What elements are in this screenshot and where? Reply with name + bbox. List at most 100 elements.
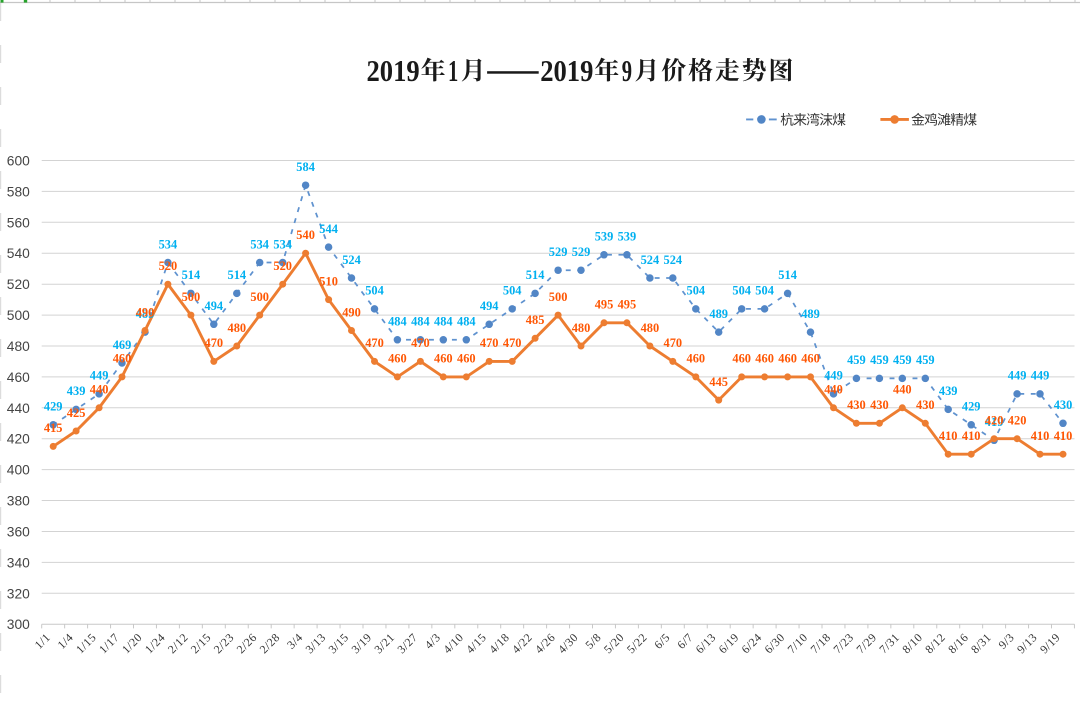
svg-text:460: 460: [778, 352, 797, 366]
svg-text:600: 600: [7, 154, 30, 169]
svg-text:410: 410: [1054, 429, 1073, 443]
svg-text:439: 439: [939, 384, 958, 398]
svg-text:470: 470: [205, 336, 224, 350]
svg-text:459: 459: [870, 353, 889, 367]
svg-text:419: 419: [985, 415, 1004, 429]
svg-text:360: 360: [7, 525, 30, 540]
svg-text:484: 484: [434, 315, 453, 329]
svg-text:484: 484: [457, 315, 476, 329]
svg-text:300: 300: [7, 617, 30, 632]
svg-text:2019: 2019: [367, 54, 420, 88]
svg-text:460: 460: [7, 370, 30, 385]
svg-text:460: 460: [801, 352, 820, 366]
svg-text:494: 494: [205, 299, 224, 313]
svg-text:494: 494: [480, 299, 499, 313]
svg-text:520: 520: [159, 259, 178, 273]
svg-text:410: 410: [962, 429, 981, 443]
svg-text:500: 500: [549, 290, 568, 304]
svg-text:460: 460: [113, 352, 132, 366]
svg-text:430: 430: [916, 398, 935, 412]
svg-text:460: 460: [457, 352, 476, 366]
svg-text:480: 480: [572, 321, 591, 335]
svg-text:489: 489: [801, 307, 820, 321]
svg-text:514: 514: [228, 268, 247, 282]
svg-text:529: 529: [572, 245, 591, 259]
svg-text:495: 495: [618, 298, 637, 312]
svg-text:544: 544: [319, 222, 338, 236]
svg-text:460: 460: [732, 352, 751, 366]
svg-text:514: 514: [526, 268, 545, 282]
svg-text:460: 460: [434, 352, 453, 366]
svg-text:560: 560: [7, 215, 30, 230]
svg-text:440: 440: [893, 383, 912, 397]
svg-text:500: 500: [182, 290, 201, 304]
svg-text:430: 430: [847, 398, 866, 412]
svg-text:540: 540: [7, 246, 30, 261]
svg-text:489: 489: [709, 307, 728, 321]
svg-text:485: 485: [526, 313, 545, 327]
svg-text:439: 439: [67, 384, 86, 398]
svg-text:534: 534: [159, 237, 178, 251]
svg-text:484: 484: [388, 315, 407, 329]
svg-text:429: 429: [44, 400, 63, 414]
svg-text:469: 469: [113, 338, 132, 352]
svg-text:510: 510: [319, 274, 338, 288]
svg-text:2019: 2019: [540, 54, 593, 88]
svg-text:400: 400: [7, 463, 30, 478]
svg-text:500: 500: [250, 290, 269, 304]
svg-text:459: 459: [893, 353, 912, 367]
svg-text:539: 539: [618, 230, 637, 244]
svg-text:490: 490: [136, 305, 155, 319]
svg-text:584: 584: [296, 160, 315, 174]
svg-text:520: 520: [273, 259, 292, 273]
svg-text:504: 504: [755, 284, 774, 298]
svg-text:514: 514: [778, 268, 797, 282]
svg-text:514: 514: [182, 268, 201, 282]
svg-text:504: 504: [503, 284, 522, 298]
svg-text:420: 420: [7, 432, 30, 447]
svg-text:524: 524: [641, 253, 660, 267]
svg-text:459: 459: [847, 353, 866, 367]
svg-text:580: 580: [7, 184, 30, 199]
svg-text:9: 9: [622, 54, 632, 88]
svg-text:420: 420: [1008, 414, 1027, 428]
svg-text:500: 500: [7, 308, 30, 323]
svg-text:449: 449: [824, 369, 843, 383]
svg-text:430: 430: [870, 398, 889, 412]
svg-text:504: 504: [365, 284, 384, 298]
svg-text:504: 504: [732, 284, 751, 298]
svg-text:470: 470: [503, 336, 522, 350]
svg-text:484: 484: [411, 315, 430, 329]
svg-text:440: 440: [90, 383, 109, 397]
svg-text:524: 524: [342, 253, 361, 267]
svg-text:495: 495: [595, 298, 614, 312]
svg-text:449: 449: [90, 369, 109, 383]
svg-text:540: 540: [296, 228, 315, 242]
svg-text:470: 470: [365, 336, 384, 350]
svg-text:420: 420: [985, 414, 1004, 428]
svg-text:524: 524: [664, 253, 683, 267]
svg-text:380: 380: [7, 494, 30, 509]
svg-text:440: 440: [824, 383, 843, 397]
svg-text:480: 480: [641, 321, 660, 335]
svg-text:429: 429: [962, 400, 981, 414]
svg-text:470: 470: [411, 336, 430, 350]
svg-text:480: 480: [228, 321, 247, 335]
svg-text:504: 504: [687, 284, 706, 298]
svg-text:445: 445: [709, 375, 728, 389]
svg-text:470: 470: [664, 336, 683, 350]
svg-text:340: 340: [7, 555, 30, 570]
svg-text:460: 460: [755, 352, 774, 366]
svg-text:460: 460: [687, 352, 706, 366]
svg-text:430: 430: [1054, 398, 1073, 412]
svg-text:459: 459: [916, 353, 935, 367]
svg-text:539: 539: [595, 230, 614, 244]
svg-text:440: 440: [7, 401, 30, 416]
svg-text:410: 410: [1031, 429, 1050, 443]
svg-text:425: 425: [67, 406, 86, 420]
svg-text:480: 480: [7, 339, 30, 354]
svg-text:320: 320: [7, 586, 30, 601]
svg-text:520: 520: [7, 277, 30, 292]
svg-text:534: 534: [273, 237, 292, 251]
svg-text:489: 489: [136, 307, 155, 321]
